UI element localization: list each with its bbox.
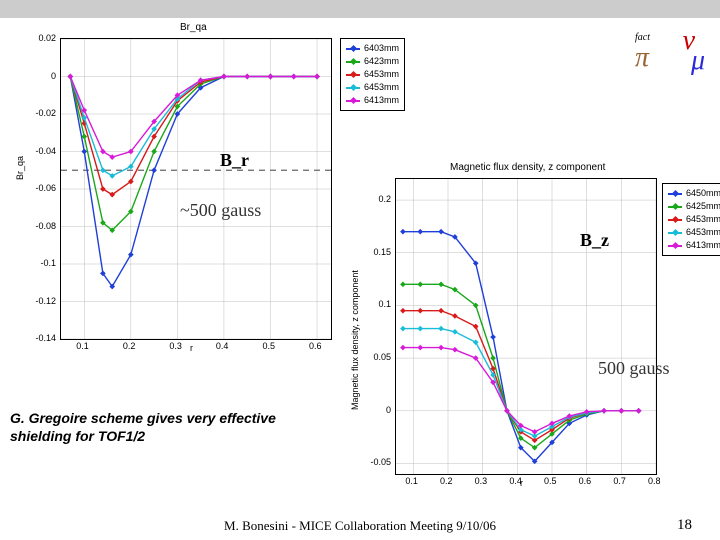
legend-row: 6425mm — [668, 200, 720, 213]
chart1-title: Br_qa — [180, 22, 207, 33]
legend-label: 6450mm — [686, 187, 720, 200]
chart1-xlabel: r — [190, 343, 193, 353]
page-number: 18 — [677, 517, 692, 534]
annot-bz-gauss: 500 gauss — [598, 358, 670, 379]
logo: fact ν π μ — [640, 30, 700, 80]
annot-br-gauss: ~500 gauss — [180, 200, 261, 221]
logo-mu: μ — [691, 45, 705, 77]
chart-bz: Magnetic flux density, z component Magne… — [340, 160, 720, 485]
legend-row: 6453mm — [346, 81, 399, 94]
legend-label: 6423mm — [364, 55, 399, 68]
chart2-ylabel: Magnetic flux density, z component — [350, 270, 360, 410]
chart-br: Br_qa Br_qa r 0.10.20.30.40.50.6 0.020-0… — [10, 20, 380, 345]
legend-row: 6403mm — [346, 42, 399, 55]
caption: G. Gregoire scheme gives very effective … — [10, 410, 310, 445]
legend-label: 6413mm — [364, 94, 399, 107]
legend-swatch — [668, 206, 682, 208]
legend-swatch — [346, 74, 360, 76]
header-bar — [0, 0, 720, 18]
chart1-frame — [60, 38, 332, 340]
legend-label: 6425mm — [686, 200, 720, 213]
legend-row: 6413mm — [346, 94, 399, 107]
chart1-svg — [61, 39, 331, 339]
chart2-frame — [395, 178, 657, 475]
chart1-ylabel: Br_qa — [15, 156, 25, 180]
legend-swatch — [346, 87, 360, 89]
legend-row: 6413mm — [668, 239, 720, 252]
legend-label: 6453mm — [364, 68, 399, 81]
legend-row: 6450mm — [668, 187, 720, 200]
legend-row: 6453mm — [668, 213, 720, 226]
legend-row: 6423mm — [346, 55, 399, 68]
annot-br: B_r — [220, 150, 249, 171]
legend-label: 6453mm — [686, 226, 720, 239]
footer: M. Bonesini - MICE Collaboration Meeting… — [0, 518, 720, 534]
chart1-legend: 6403mm6423mm6453mm6453mm6413mm — [340, 38, 405, 111]
legend-swatch — [668, 219, 682, 221]
legend-row: 6453mm — [668, 226, 720, 239]
legend-label: 6453mm — [686, 213, 720, 226]
legend-label: 6413mm — [686, 239, 720, 252]
footer-text: M. Bonesini - MICE Collaboration Meeting… — [224, 518, 496, 533]
chart2-legend: 6450mm6425mm6453mm6453mm6413mm — [662, 183, 720, 256]
legend-row: 6453mm — [346, 68, 399, 81]
legend-swatch — [346, 61, 360, 63]
legend-label: 6403mm — [364, 42, 399, 55]
logo-pi: π — [635, 42, 649, 74]
legend-swatch — [668, 193, 682, 195]
legend-swatch — [346, 100, 360, 102]
legend-label: 6453mm — [364, 81, 399, 94]
annot-bz: B_z — [580, 230, 609, 251]
legend-swatch — [668, 232, 682, 234]
chart2-svg — [396, 179, 656, 474]
legend-swatch — [346, 48, 360, 50]
chart2-title: Magnetic flux density, z component — [450, 162, 605, 173]
legend-swatch — [668, 245, 682, 247]
